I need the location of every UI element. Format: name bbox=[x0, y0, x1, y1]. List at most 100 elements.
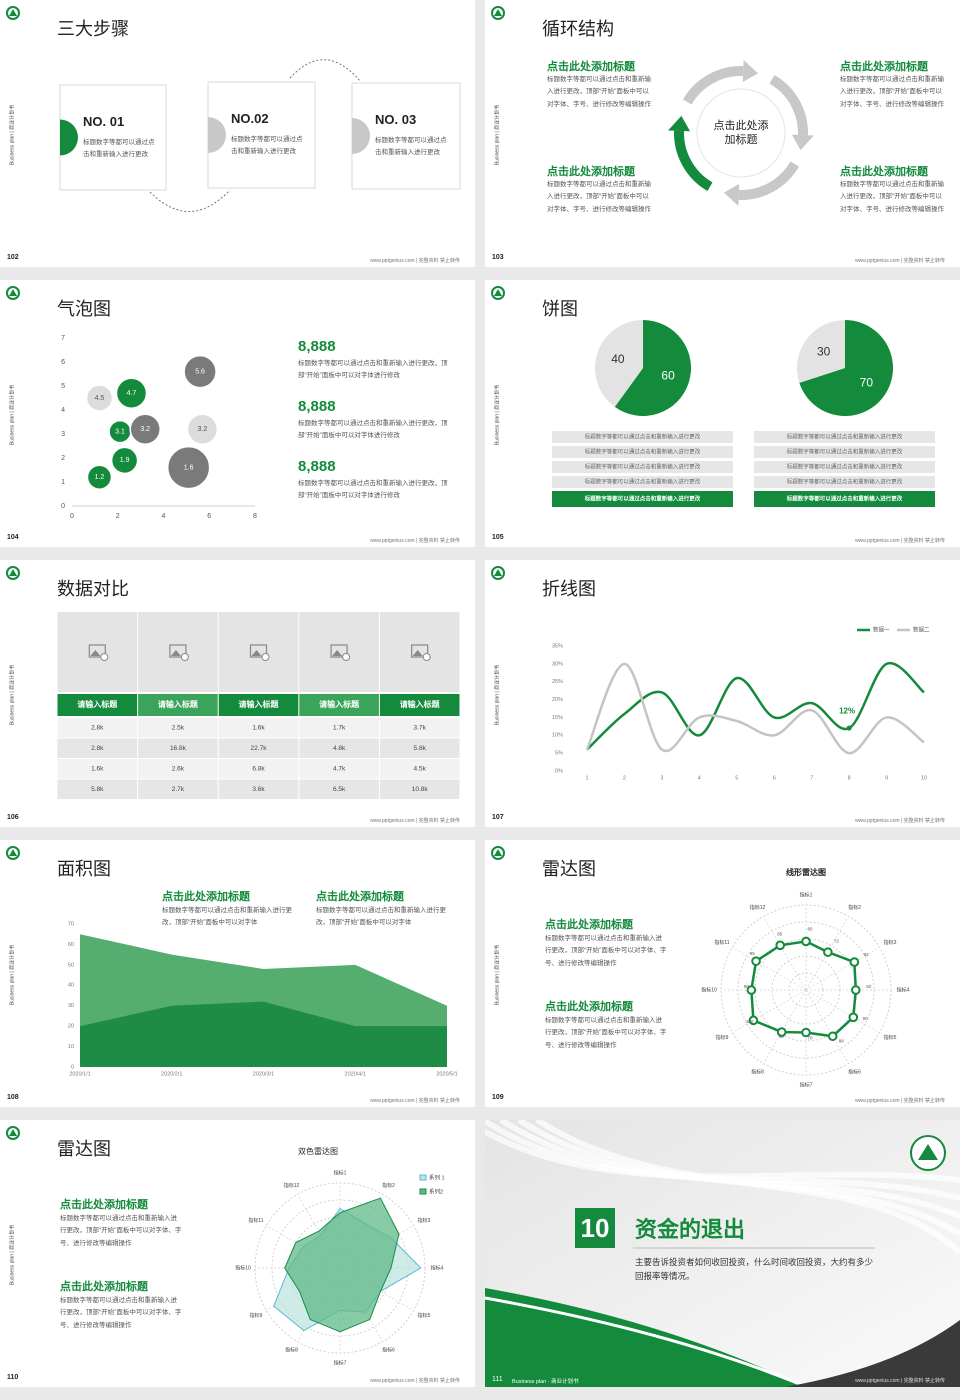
bubble-label: 1.2 bbox=[95, 474, 105, 481]
block-text: 标题数字等都可以通过点击和重新输入进行更改，顶部“开始”面板中可以对字体 bbox=[162, 907, 292, 927]
radar-axis-label: 指标7 bbox=[334, 1359, 347, 1366]
y-tick-label: 70 bbox=[68, 921, 74, 927]
slide: Business plan | 商业计划书 0% 5% 10% 15% 20% 25% 30%… bbox=[485, 560, 960, 827]
image-icon bbox=[330, 644, 348, 658]
caption-text: 标题数字等都可以通过点击和重新输入进行更改 bbox=[585, 462, 701, 470]
block-heading: 点击此处添加标题 bbox=[60, 1199, 148, 1211]
page-number: 110 bbox=[7, 1374, 19, 1381]
radar-point bbox=[748, 1015, 759, 1026]
bubble bbox=[166, 445, 211, 490]
page-number: 103 bbox=[492, 254, 504, 261]
image-icon bbox=[342, 653, 351, 661]
radar-axis-label: 指标10 bbox=[235, 1264, 251, 1271]
x-tick-label: 2020/2/1 bbox=[161, 1071, 182, 1077]
cycle-arc bbox=[769, 74, 808, 136]
data-label: 80 bbox=[807, 927, 813, 932]
table-cell bbox=[57, 779, 138, 799]
y-tick-label: 3 bbox=[61, 431, 65, 438]
side-label: Business plan | 商业计划书 bbox=[8, 105, 15, 165]
page-number: 109 bbox=[492, 1094, 504, 1101]
logo-mark bbox=[918, 1144, 938, 1160]
slide-graphics bbox=[485, 1120, 960, 1387]
y-tick-label: 40 bbox=[68, 983, 74, 989]
legend-swatch bbox=[419, 1188, 427, 1195]
dashed-arc bbox=[149, 189, 231, 212]
y-tick-label: 1 bbox=[61, 479, 65, 486]
radar-point bbox=[801, 936, 811, 947]
legend-label: 数据二 bbox=[913, 625, 930, 633]
bubble-label: 5.6 bbox=[195, 368, 205, 375]
chart-title: 双色雷达图 bbox=[298, 1146, 338, 1156]
table-cell-text: 3.6k bbox=[252, 786, 265, 793]
table-cell bbox=[379, 759, 460, 779]
logo-mark bbox=[494, 569, 502, 576]
block-text: 标题数字等都可以通过点击和重新输入进行更改，顶部“开始”面板中可以对字体、字号、… bbox=[545, 935, 667, 967]
section-number: 10 bbox=[580, 1213, 610, 1243]
caption-text: 标题数字等都可以通过点击和重新输入进行更改 bbox=[585, 432, 701, 440]
table-header: 请输入标题 bbox=[319, 699, 360, 709]
cycle-arrowhead bbox=[742, 60, 759, 83]
cycle-arc bbox=[674, 130, 713, 192]
image-icon bbox=[170, 650, 181, 656]
x-tick-label: 2020/3/1 bbox=[253, 1071, 274, 1077]
slide: Business plan | 商业计划书 循环结构 103 www.pptgeniu… bbox=[485, 0, 960, 267]
point-marker bbox=[846, 725, 852, 731]
block-heading: 点击此处添加标题 bbox=[840, 166, 928, 178]
chart-title: 线形雷达图 bbox=[786, 867, 826, 877]
logo-mark bbox=[9, 9, 17, 16]
image-placeholder bbox=[299, 612, 379, 692]
slide-graphics: Business plan | 商业计划书 0% 5% 10% 15% 20% 25% 30%… bbox=[491, 566, 930, 781]
table-cell bbox=[138, 779, 218, 799]
footer: www.pptgenius.com | 完整资料 禁止转传 bbox=[370, 258, 460, 264]
footer: www.pptgenius.com | 完整资料 禁止转传 bbox=[370, 818, 460, 824]
table-cell-text: 2.8k bbox=[91, 725, 104, 732]
table-cell-text: 6.8k bbox=[252, 766, 265, 773]
bubble bbox=[85, 384, 114, 412]
radar-point bbox=[746, 985, 757, 995]
step-card bbox=[351, 82, 461, 190]
step-label: NO.02 bbox=[231, 111, 269, 126]
data-label: 12% bbox=[839, 706, 855, 715]
radar-axis-label: 指标4 bbox=[431, 1264, 444, 1271]
caption-bar bbox=[552, 446, 733, 458]
side-label: Business plan | 商业计划书 bbox=[8, 385, 15, 445]
logo-mark bbox=[494, 849, 502, 856]
radar-axis-label: 指标8 bbox=[751, 1069, 764, 1076]
image-placeholder bbox=[379, 612, 460, 692]
line-series bbox=[585, 662, 925, 755]
side-label: Business plan | 商业计划书 bbox=[8, 665, 15, 725]
table-cell-text: 4.5k bbox=[414, 766, 427, 773]
table-header-cell bbox=[218, 694, 299, 716]
number-box bbox=[575, 1208, 615, 1248]
bubble-label: 3.2 bbox=[140, 426, 150, 433]
cycle-arrowhead bbox=[791, 134, 814, 151]
step-text: 标题数字等都可以通过点击和重新输入进行更改 bbox=[231, 136, 303, 156]
table-cell bbox=[379, 718, 460, 738]
table-cell bbox=[138, 718, 218, 738]
table-cell bbox=[57, 738, 138, 758]
table-header: 请输入标题 bbox=[400, 699, 441, 709]
pie-label: 40 bbox=[611, 352, 625, 366]
x-tick-label: 6 bbox=[207, 513, 211, 520]
table-cell-text: 1.6k bbox=[252, 725, 265, 732]
radar-series bbox=[284, 1197, 400, 1333]
y-tick-label: 60 bbox=[68, 942, 74, 948]
page-number: 102 bbox=[7, 254, 19, 261]
y-tick-label: 10 bbox=[68, 1044, 74, 1050]
y-tick-label: 20 bbox=[68, 1024, 74, 1030]
page-number: 111 bbox=[492, 1376, 503, 1383]
table-cell-text: 1.6k bbox=[91, 766, 104, 773]
y-tick-label: 25% bbox=[552, 679, 563, 685]
slide-graphics: Business plan | 商业计划书 0 10 20 30 40 50 60 70 2020… bbox=[6, 846, 458, 1077]
radar-point bbox=[801, 1027, 811, 1038]
radar-point bbox=[849, 957, 860, 967]
block-text: 标题数字等都可以通过点击和重新输入进行更改，顶部“开始”面板中可以对字体、字号、… bbox=[840, 76, 944, 108]
data-label: 82 bbox=[866, 984, 872, 989]
side-label: Business plan | 商业计划书 bbox=[493, 665, 500, 725]
data-label: 95 bbox=[750, 951, 756, 956]
table-cell bbox=[379, 738, 460, 758]
radar-axis-label: 指标11 bbox=[714, 939, 729, 946]
table-cell-text: 6.5k bbox=[333, 786, 346, 793]
